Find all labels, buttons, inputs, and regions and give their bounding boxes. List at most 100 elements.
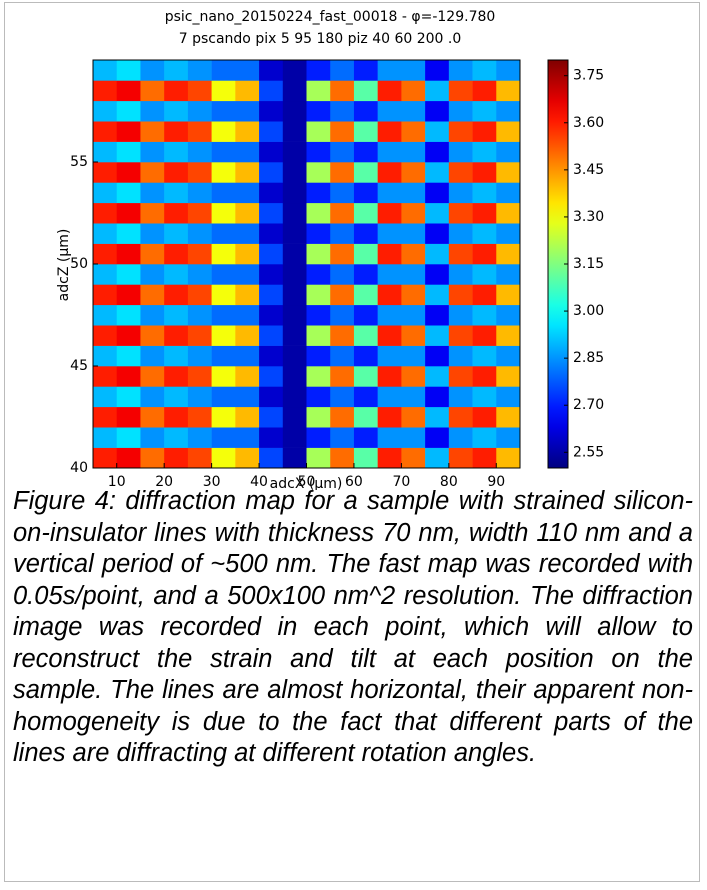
heatmap-cell: [211, 264, 236, 285]
heatmap-cell: [235, 284, 260, 306]
heatmap-cell: [116, 243, 141, 265]
heatmap-cell: [401, 121, 426, 142]
heatmap-cell: [401, 345, 426, 367]
heatmap-cell: [306, 243, 331, 265]
heatmap-cell: [377, 427, 402, 448]
heatmap-cell: [330, 366, 355, 387]
heatmap-cell: [425, 121, 450, 142]
heatmap-cell: [472, 100, 497, 122]
heatmap-cell: [401, 202, 426, 224]
heatmap-cell: [425, 182, 450, 204]
heatmap-cell: [164, 202, 189, 224]
heatmap-cell: [425, 223, 450, 244]
heatmap-cell: [93, 386, 118, 408]
heatmap-cell: [93, 121, 118, 142]
heatmap-cell: [116, 406, 141, 428]
heatmap-cell: [211, 304, 236, 326]
heatmap-cell: [235, 141, 260, 163]
colorbar-tick-label: 3.15: [573, 256, 604, 272]
heatmap-cell: [448, 325, 473, 346]
heatmap-cell: [472, 304, 497, 326]
colorbar-tick-label: 3.00: [573, 303, 604, 319]
heatmap-cell: [282, 121, 307, 142]
caption: Figure 4: diffraction map for a sample w…: [13, 487, 693, 767]
heatmap-cell: [353, 80, 378, 102]
heatmap-cell: [211, 223, 236, 244]
heatmap-cell: [448, 121, 473, 142]
heatmap-cell: [425, 141, 450, 163]
heatmap-cell: [164, 121, 189, 142]
heatmap-cell: [330, 447, 355, 469]
heatmap-cell: [496, 121, 521, 142]
heatmap-cell: [93, 100, 118, 122]
heatmap-cell: [425, 202, 450, 224]
heatmap-cell: [330, 182, 355, 204]
heatmap-cell: [187, 182, 212, 204]
heatmap-cell: [211, 447, 236, 469]
heatmap-cell: [353, 366, 378, 387]
heatmap-cell: [353, 386, 378, 408]
x-tick-label: 90: [487, 474, 505, 490]
heatmap-cell: [330, 100, 355, 122]
heatmap-cell: [93, 202, 118, 224]
heatmap-cell: [211, 325, 236, 346]
heatmap-cell: [93, 60, 118, 81]
heatmap-cell: [401, 366, 426, 387]
heatmap-cell: [116, 386, 141, 408]
heatmap-cell: [187, 304, 212, 326]
heatmap-cell: [377, 325, 402, 346]
heatmap-cell: [330, 304, 355, 326]
heatmap-cell: [140, 182, 165, 204]
heatmap-cell: [496, 447, 521, 469]
heatmap-cell: [353, 447, 378, 469]
heatmap-cell: [472, 243, 497, 265]
heatmap-cell: [306, 100, 331, 122]
heatmap-cell: [116, 304, 141, 326]
heatmap-cell: [235, 182, 260, 204]
heatmap-cell: [425, 325, 450, 346]
heatmap-cell: [425, 366, 450, 387]
heatmap-cell: [282, 304, 307, 326]
colorbar-tick-label: 3.30: [573, 209, 604, 225]
heatmap-cell: [425, 386, 450, 408]
heatmap-cell: [496, 80, 521, 102]
heatmap-cell: [448, 60, 473, 81]
heatmap-cell: [353, 427, 378, 448]
y-axis-label: adcZ (μm): [56, 229, 72, 302]
heatmap-cell: [93, 366, 118, 387]
heatmap-cell: [164, 366, 189, 387]
heatmap-cell: [425, 345, 450, 367]
heatmap-cell: [211, 60, 236, 81]
heatmap-cell: [93, 325, 118, 346]
heatmap-cell: [164, 80, 189, 102]
heatmap-cell: [353, 182, 378, 204]
heatmap-cell: [306, 162, 331, 183]
heatmap-cell: [472, 60, 497, 81]
x-tick-label: 50: [298, 474, 316, 490]
heatmap-cell: [353, 141, 378, 163]
heatmap-cell: [496, 386, 521, 408]
heatmap-cell: [330, 60, 355, 81]
heatmap-cell: [330, 264, 355, 285]
heatmap-cell: [235, 325, 260, 346]
heatmap-cell: [472, 406, 497, 428]
heatmap-cell: [330, 243, 355, 265]
x-tick-label: 70: [392, 474, 410, 490]
heatmap-cell: [425, 284, 450, 306]
x-tick-label: 10: [108, 474, 126, 490]
heatmap-cell: [259, 141, 284, 163]
heatmap-cell: [377, 121, 402, 142]
heatmap-cell: [306, 60, 331, 81]
heatmap-cell: [259, 243, 284, 265]
heatmap-cell: [472, 427, 497, 448]
heatmap-cell: [235, 100, 260, 122]
heatmap-cell: [235, 427, 260, 448]
heatmap-cell: [330, 345, 355, 367]
heatmap-cell: [187, 325, 212, 346]
heatmap-cell: [282, 406, 307, 428]
heatmap-cell: [377, 80, 402, 102]
heatmap-cell: [353, 264, 378, 285]
heatmap-cell: [448, 304, 473, 326]
heatmap-cell: [425, 60, 450, 81]
heatmap-cell: [448, 447, 473, 469]
